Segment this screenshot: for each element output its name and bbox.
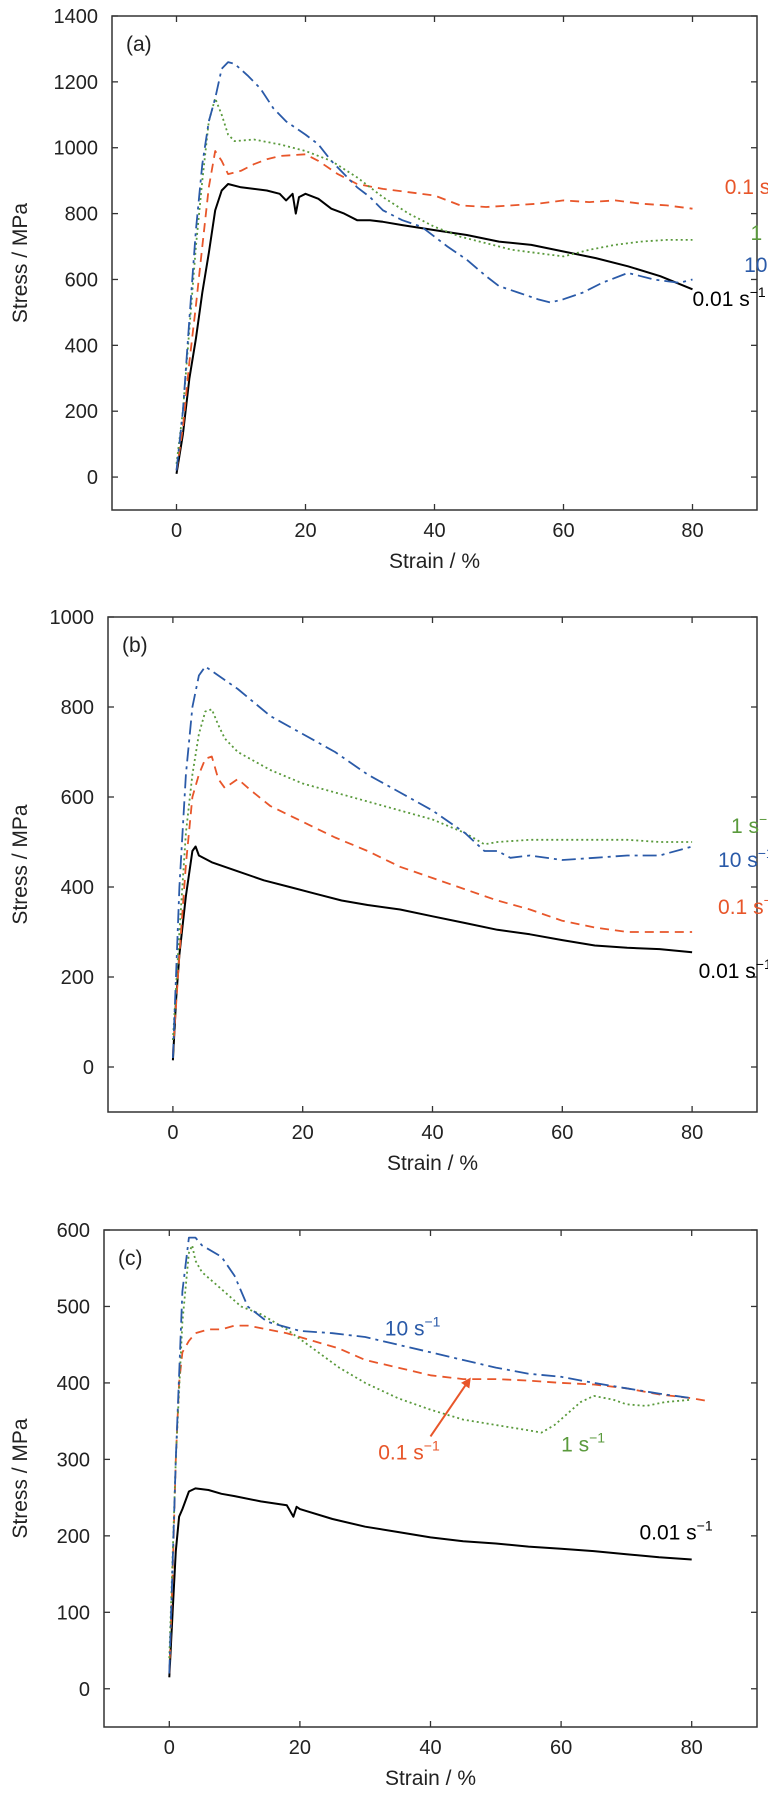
series-label: 10 s−1 xyxy=(718,845,768,872)
y-tick-label: 600 xyxy=(57,1220,90,1242)
y-tick-label: 1000 xyxy=(54,138,99,160)
y-tick-label: 0 xyxy=(87,467,98,489)
y-axis-title: Stress / MPa xyxy=(9,203,32,324)
y-tick-label: 0 xyxy=(83,1057,94,1079)
series-label: 1 s−1 xyxy=(561,1430,605,1457)
series-line-0_01 xyxy=(168,1487,692,1678)
y-tick-label: 400 xyxy=(65,335,98,357)
series-label: 0.1 s−1 xyxy=(378,1437,440,1464)
x-tick-label: 0 xyxy=(164,1737,175,1759)
x-tick-label: 20 xyxy=(292,1122,314,1144)
y-axis-title: Stress / MPa xyxy=(9,1418,32,1539)
x-tick-label: 40 xyxy=(421,1122,443,1144)
series-label: 0.01 s−1 xyxy=(639,1518,712,1545)
y-tick-label: 800 xyxy=(65,204,98,226)
series-line-0_1 xyxy=(172,755,693,1054)
panel-label: (c) xyxy=(118,1247,143,1270)
y-axis-title: Stress / MPa xyxy=(9,804,32,925)
series-line-0_1 xyxy=(168,1324,705,1674)
plot-frame xyxy=(103,1229,758,1728)
y-tick-label: 200 xyxy=(61,967,94,989)
panel-label: (b) xyxy=(122,634,148,657)
y-tick-label: 1400 xyxy=(54,6,99,28)
series-label: 0.01 s−1 xyxy=(699,956,768,983)
y-tick-label: 600 xyxy=(61,787,94,809)
x-tick-label: 60 xyxy=(552,520,574,542)
series-label: 0.01 s−1 xyxy=(693,284,766,311)
series-line-10 xyxy=(168,1236,692,1674)
x-tick-label: 40 xyxy=(423,520,445,542)
chart-panel-3: 0 20 40 60 80 0 100 200 300 400 500 600 Strain / % St… xyxy=(9,1220,758,1790)
x-axis-title: Strain / % xyxy=(389,550,480,573)
x-tick-label: 0 xyxy=(171,520,182,542)
series-label: 10 s−1 xyxy=(744,250,768,277)
series-label: 0.1 s−1 xyxy=(718,892,768,919)
x-tick-label: 20 xyxy=(289,1737,311,1759)
y-tick-label: 300 xyxy=(57,1449,90,1471)
series-label: 1 s−1 xyxy=(751,218,768,245)
series-line-10 xyxy=(175,61,693,471)
y-tick-label: 500 xyxy=(57,1296,90,1318)
panel-label: (a) xyxy=(126,33,152,56)
y-tick-label: 800 xyxy=(61,697,94,719)
series-line-1 xyxy=(172,708,693,1041)
series-label: 0.1 s−1 xyxy=(725,172,768,199)
series-label: 10 s−1 xyxy=(385,1314,441,1341)
x-axis-title: Strain / % xyxy=(385,1767,476,1790)
series-label: 1 s−1 xyxy=(731,811,768,838)
y-tick-label: 100 xyxy=(57,1602,90,1624)
plot-frame xyxy=(107,616,758,1113)
y-tick-label: 0 xyxy=(79,1679,90,1701)
y-tick-label: 200 xyxy=(65,401,98,423)
annotation-arrow xyxy=(429,1377,471,1438)
x-tick-label: 60 xyxy=(551,1122,573,1144)
series-line-0_1 xyxy=(175,150,693,471)
x-axis-title: Strain / % xyxy=(387,1152,478,1175)
y-tick-label: 1200 xyxy=(54,72,99,94)
x-tick-label: 80 xyxy=(681,1122,703,1144)
x-tick-label: 80 xyxy=(681,1737,703,1759)
series-line-1 xyxy=(175,97,693,465)
y-tick-label: 200 xyxy=(57,1526,90,1548)
series-line-10 xyxy=(172,665,693,1059)
x-tick-label: 0 xyxy=(167,1122,178,1144)
x-tick-label: 40 xyxy=(419,1737,441,1759)
y-tick-label: 400 xyxy=(57,1373,90,1395)
chart-panel-1: 0 20 40 60 800200400600800100012001400Strain… xyxy=(9,6,768,573)
plot-frame xyxy=(111,15,758,511)
x-tick-label: 20 xyxy=(294,520,316,542)
x-tick-label: 60 xyxy=(550,1737,572,1759)
y-tick-label: 400 xyxy=(61,877,94,899)
series-line-0_01 xyxy=(171,845,693,1061)
series-line-0_01 xyxy=(175,183,693,474)
x-tick-label: 80 xyxy=(681,520,703,542)
y-tick-label: 600 xyxy=(65,269,98,291)
y-tick-label: 1000 xyxy=(50,607,95,629)
